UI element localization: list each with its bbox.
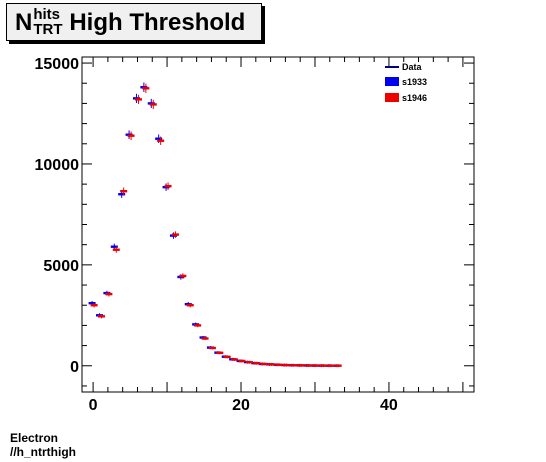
x-tick-label: 0: [89, 397, 98, 414]
legend-s1933-swatch: [385, 77, 399, 86]
footer-particle-label: Electron: [10, 431, 59, 445]
axis-tick-labels: 0 20 40 0 5000 10000 15000: [35, 56, 398, 414]
legend: Data s1933 s1946: [385, 62, 427, 103]
footer-info: Electron //h_ntrthigh: [10, 431, 76, 459]
legend-label-s1933: s1933: [402, 77, 427, 87]
y-tick-label: 15000: [35, 56, 80, 73]
y-tick-label: 0: [70, 359, 79, 376]
data-marks: [88, 82, 342, 368]
plot-frame: [81, 56, 475, 393]
title-sup-sub: hits TRT: [33, 6, 67, 40]
title-superscript: hits: [33, 6, 61, 23]
legend-label-s1946: s1946: [402, 93, 427, 103]
footer-histogram-path: //h_ntrthigh: [10, 445, 76, 459]
plot-area-border: [81, 56, 475, 393]
title-main-symbol: N: [15, 9, 33, 36]
title-text: High Threshold: [69, 9, 246, 36]
legend-label-data: Data: [402, 62, 423, 72]
title-subscript: TRT: [33, 21, 63, 38]
x-tick-label: 40: [380, 397, 398, 414]
legend-s1946-swatch: [385, 93, 399, 102]
y-tick-label: 10000: [35, 157, 80, 174]
axis-ticks: [82, 57, 474, 392]
x-tick-label: 20: [232, 397, 250, 414]
y-tick-label: 5000: [43, 258, 79, 275]
